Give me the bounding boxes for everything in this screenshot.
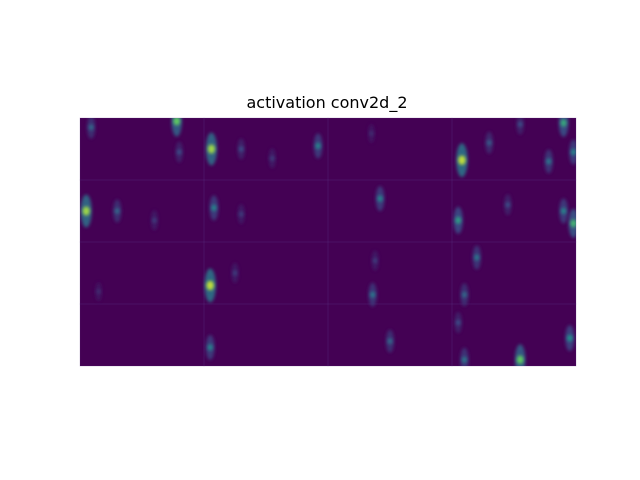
activation-hotspot [87,118,96,139]
activation-hotspot [205,334,215,360]
activation-hotspot [485,131,494,154]
activation-hotspot [368,282,377,307]
activation-hotspot [150,210,158,231]
feature-map-tile [451,303,577,367]
activation-hotspot [569,139,576,165]
activation-hotspot [565,325,575,352]
feature-map-tile [79,241,205,305]
activation-hotspot [454,312,462,334]
heatmap-background [80,118,576,366]
activation-hotspot [209,195,219,221]
feature-map-tile [79,117,205,181]
feature-map-tile [327,241,453,305]
activation-hotspot [231,263,239,283]
feature-map-tile [79,303,205,367]
activation-hotspot [268,148,276,169]
activation-hotspot [237,204,245,225]
activation-hotspot [514,344,526,366]
activation-hotspot [460,347,469,366]
activation-hotspot [313,133,323,159]
activation-hotspot [113,199,122,223]
feature-map-tile [203,303,329,367]
activation-hotspot [375,186,385,212]
feature-map-tile [451,241,577,305]
activation-hotspot [453,206,463,234]
activation-layer [80,118,576,366]
activation-hotspot [558,118,569,137]
activation-hotspot [456,143,468,178]
activation-hotspot [175,141,183,163]
activation-hotspot [472,245,481,270]
feature-map-tile [203,241,329,305]
feature-map-tile [327,179,453,243]
feature-map-tile [203,179,329,243]
chart-title: activation conv2d_2 [246,93,408,112]
activation-hotspot [559,198,568,224]
activation-hotspot [80,194,92,228]
activation-hotspot [95,282,103,302]
activation-hotspot [171,118,182,137]
activation-hotspot [516,118,524,135]
activation-hotspot [371,250,379,271]
activation-hotspot [237,138,245,160]
feature-map-tile [327,303,453,367]
feature-map-tile [327,117,453,181]
activation-hotspot [204,268,216,303]
activation-hotspot [367,124,375,143]
activation-hotspot [504,194,512,216]
activation-hotspot [568,208,576,238]
activation-hotspot [385,329,395,353]
feature-map-tile [79,179,205,243]
feature-map-tile [203,117,329,181]
activation-hotspot [460,283,469,307]
activation-hotspot [544,149,553,174]
activation-hotspot [205,132,217,166]
